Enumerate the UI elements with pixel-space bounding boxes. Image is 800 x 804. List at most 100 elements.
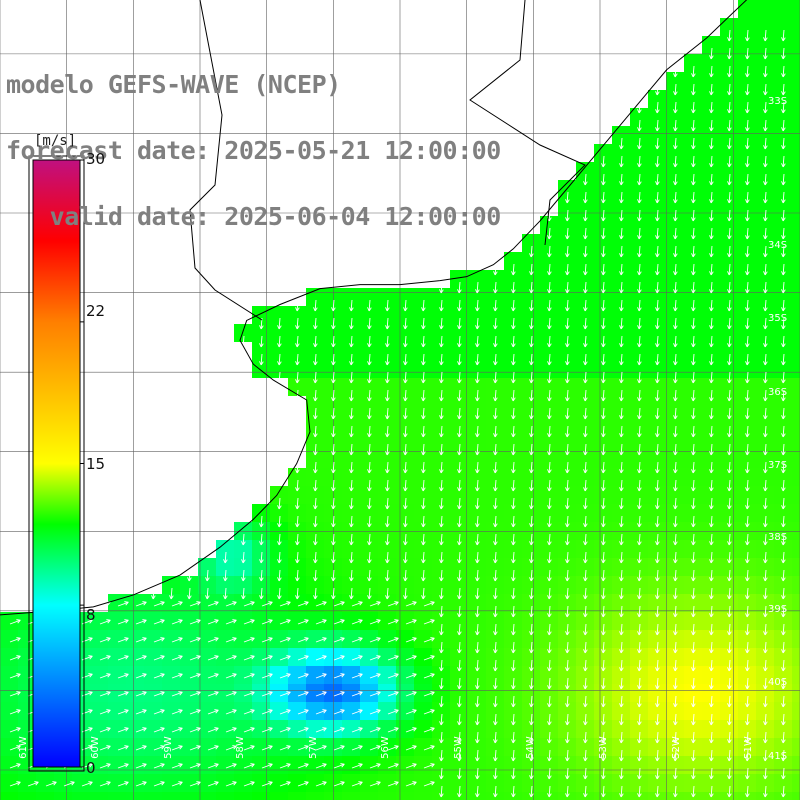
speed-cell	[180, 756, 198, 774]
speed-cell	[396, 648, 414, 666]
speed-cell	[198, 666, 216, 684]
speed-cell	[198, 702, 216, 720]
speed-cell	[396, 684, 414, 702]
lat-label: 38S	[768, 532, 787, 543]
speed-cell	[162, 774, 180, 792]
speed-cell	[144, 756, 162, 774]
speed-cell	[288, 666, 306, 684]
speed-cell	[54, 792, 72, 800]
speed-cell	[144, 612, 162, 630]
speed-cell	[90, 630, 108, 648]
speed-cell	[324, 774, 342, 792]
speed-cell	[198, 630, 216, 648]
speed-cell	[0, 738, 18, 756]
speed-cell	[792, 648, 800, 666]
speed-cell	[126, 630, 144, 648]
speed-cell	[252, 756, 270, 774]
speed-cell	[684, 54, 702, 72]
speed-cell	[342, 756, 360, 774]
speed-cell	[360, 648, 378, 666]
speed-cell	[126, 648, 144, 666]
lat-label: 39S	[768, 604, 787, 615]
speed-cell	[378, 612, 396, 630]
speed-cell	[792, 666, 800, 684]
speed-cell	[306, 648, 324, 666]
speed-cell	[792, 774, 800, 792]
speed-cell	[414, 792, 432, 800]
lat-label: 36S	[768, 387, 787, 398]
speed-cell	[396, 774, 414, 792]
speed-cell	[234, 666, 252, 684]
speed-cell	[342, 684, 360, 702]
speed-cell	[126, 792, 144, 800]
speed-cell	[36, 792, 54, 800]
speed-cell	[378, 792, 396, 800]
speed-cell	[126, 684, 144, 702]
speed-cell	[360, 684, 378, 702]
speed-cell	[198, 648, 216, 666]
speed-cell	[18, 774, 36, 792]
lon-label: 60W	[90, 736, 101, 759]
title-model: modelo GEFS-WAVE (NCEP)	[6, 74, 501, 96]
speed-cell	[792, 360, 800, 378]
speed-cell	[324, 720, 342, 738]
speed-cell	[180, 792, 198, 800]
speed-cell	[180, 612, 198, 630]
lon-label: 52W	[671, 736, 682, 759]
speed-cell	[72, 792, 90, 800]
speed-cell	[396, 738, 414, 756]
speed-cell	[270, 738, 288, 756]
speed-cell	[234, 648, 252, 666]
speed-cell	[162, 648, 180, 666]
speed-cell	[162, 630, 180, 648]
speed-cell	[396, 702, 414, 720]
speed-cell	[252, 666, 270, 684]
speed-cell	[792, 702, 800, 720]
speed-cell	[270, 774, 288, 792]
lon-label: 54W	[525, 736, 536, 759]
speed-cell	[342, 630, 360, 648]
speed-cell	[144, 684, 162, 702]
speed-cell	[108, 666, 126, 684]
speed-cell	[792, 612, 800, 630]
colorbar-tick-label: 8	[86, 606, 96, 624]
colorbar-unit-label: [m/s]	[34, 133, 76, 149]
speed-cell	[90, 702, 108, 720]
speed-cell	[180, 630, 198, 648]
lat-label: 34S	[768, 240, 787, 251]
speed-cell	[324, 684, 342, 702]
speed-cell	[792, 324, 800, 342]
speed-cell	[180, 738, 198, 756]
speed-cell	[144, 630, 162, 648]
speed-cell	[792, 342, 800, 360]
speed-cell	[216, 756, 234, 774]
speed-cell	[468, 270, 486, 288]
speed-cell	[234, 612, 252, 630]
speed-cell	[270, 756, 288, 774]
speed-cell	[216, 666, 234, 684]
speed-cell	[378, 684, 396, 702]
speed-cell	[306, 630, 324, 648]
speed-cell	[162, 792, 180, 800]
lon-label: 57W	[308, 736, 319, 759]
speed-cell	[792, 162, 800, 180]
lat-label: 37S	[768, 460, 787, 471]
lat-label: 40S	[768, 677, 787, 688]
speed-cell	[144, 774, 162, 792]
speed-cell	[288, 720, 306, 738]
speed-cell	[792, 756, 800, 774]
speed-cell	[216, 738, 234, 756]
speed-cell	[306, 612, 324, 630]
speed-cell	[144, 648, 162, 666]
speed-cell	[216, 720, 234, 738]
speed-cell	[198, 612, 216, 630]
speed-cell	[288, 738, 306, 756]
speed-cell	[270, 792, 288, 800]
speed-cell	[342, 612, 360, 630]
speed-cell	[792, 288, 800, 306]
speed-cell	[342, 720, 360, 738]
speed-cell	[126, 756, 144, 774]
speed-cell	[396, 720, 414, 738]
speed-cell	[162, 684, 180, 702]
